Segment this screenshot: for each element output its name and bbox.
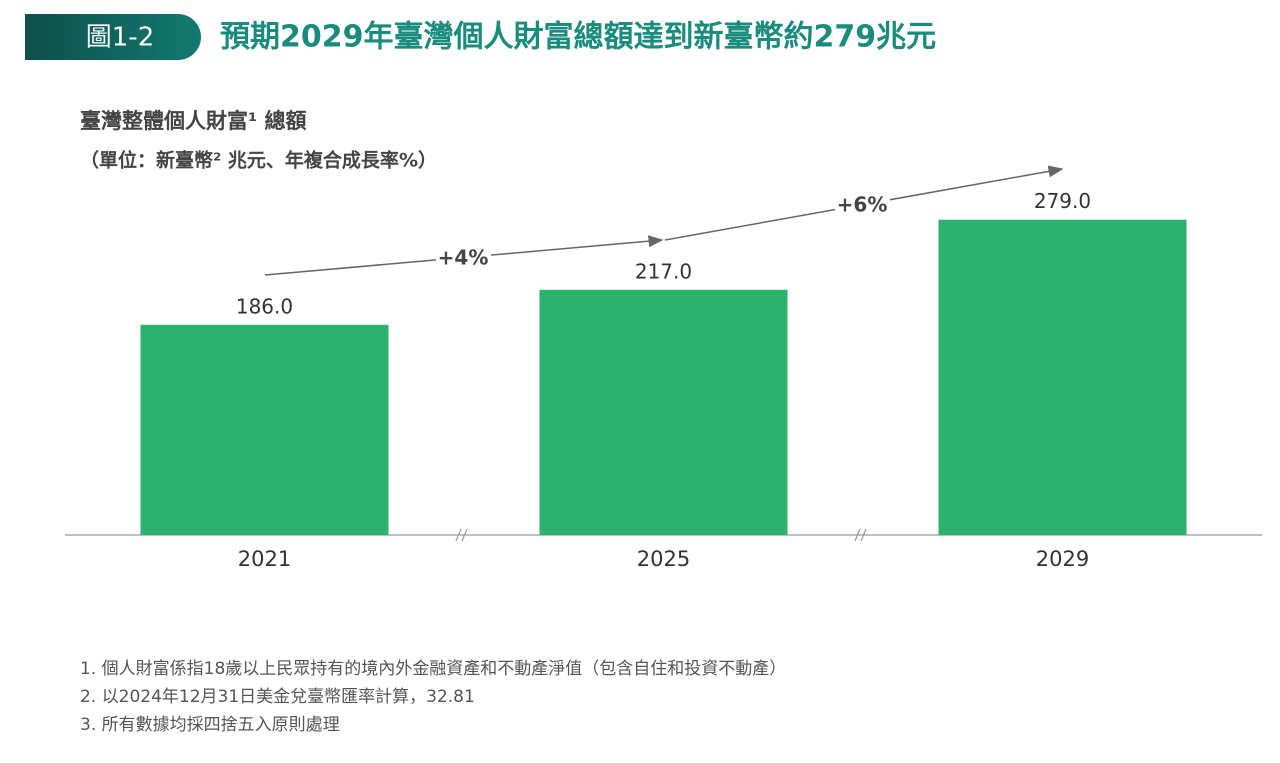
bar [938, 219, 1187, 536]
x-tick-label: 2025 [637, 547, 690, 571]
value-label: 279.0 [1034, 189, 1091, 213]
bar [539, 289, 788, 535]
label-bg [835, 193, 890, 219]
chart-title: 臺灣整體個人財富¹ 總額 [80, 109, 307, 133]
annotation: +6% [837, 193, 888, 217]
axis-breaks [455, 528, 867, 542]
value-label: 186.0 [236, 294, 293, 318]
badge: 圖1-2 [86, 23, 154, 53]
badge-bg [25, 14, 201, 60]
heading: 預期2029年臺灣個人財富總額達到新臺幣約279兆元 [220, 20, 936, 55]
label-bg [436, 246, 491, 272]
x-tick-label: 2021 [238, 547, 291, 571]
chart-subtitle: （單位：新臺幣² 兆元、年複合成長率%） [80, 149, 437, 172]
footnote: 2. 以2024年12月31日美金兌臺幣匯率計算，32.81 [80, 687, 475, 707]
annotation: +4% [438, 246, 489, 270]
value-label: 217.0 [635, 259, 692, 283]
footnote: 3. 所有數據均採四捨五入原則處理 [80, 715, 340, 735]
footnote: 1. 個人財富係指18歲以上民眾持有的境內外金融資產和不動產淨值（包含自住和投資… [80, 659, 786, 679]
x-tick-label: 2029 [1036, 547, 1089, 571]
bar [140, 324, 389, 535]
